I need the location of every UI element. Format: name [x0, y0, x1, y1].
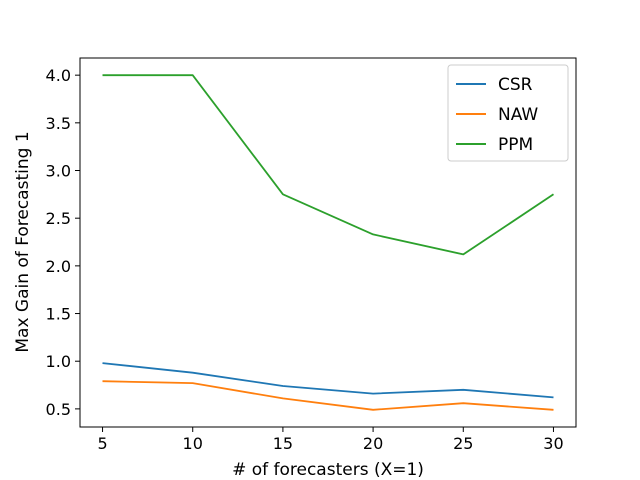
x-tick-label: 25 [453, 434, 473, 453]
y-tick-label: 3.0 [46, 162, 71, 181]
series-line-ppm [102, 74, 554, 256]
legend-label-naw: NAW [498, 105, 538, 125]
x-tick-label: 15 [273, 434, 293, 453]
y-axis-ticks: 0.5 1.0 1.5 2.0 2.5 3.0 3.5 4.0 [46, 66, 80, 419]
y-tick-label: 2.5 [46, 209, 71, 228]
y-axis-label: Max Gain of Forecasting 1 [13, 131, 33, 352]
x-tick-label: 20 [363, 434, 383, 453]
x-tick-label: 10 [183, 434, 203, 453]
series-line-naw [102, 380, 554, 411]
x-axis-ticks: 5 10 15 20 25 30 [97, 427, 564, 453]
legend-label-ppm: PPM [498, 135, 533, 155]
legend-frame [447, 64, 569, 162]
x-tick-label: 5 [97, 434, 107, 453]
y-tick-label: 1.0 [46, 352, 71, 371]
y-tick-label: 4.0 [46, 66, 71, 85]
plot-frame [79, 57, 577, 428]
x-tick-label: 30 [543, 434, 563, 453]
legend-label-csr: CSR [498, 75, 533, 95]
series-lines [102, 74, 554, 411]
series-line-csr [102, 362, 554, 399]
plot-area [79, 57, 577, 428]
x-axis-label: # of forecasters (X=1) [232, 460, 424, 480]
legend: CSR NAW PPM [447, 64, 569, 162]
y-tick-label: 1.5 [46, 305, 71, 324]
y-tick-label: 3.5 [46, 114, 71, 133]
y-tick-label: 0.5 [46, 400, 71, 419]
y-tick-label: 2.0 [46, 257, 71, 276]
